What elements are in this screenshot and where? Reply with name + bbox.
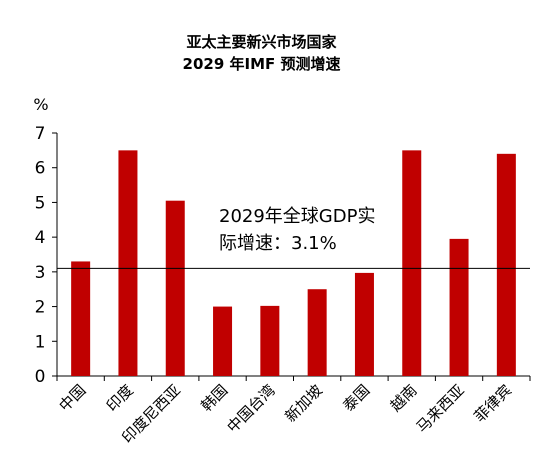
y-tick-label: 5 [35,193,46,213]
bar [402,150,422,376]
y-axis-unit-label: % [33,95,48,114]
y-tick-label: 2 [35,298,46,318]
x-tick-label: 中国 [56,381,90,415]
reference-line-label: 2029年全球GDP实 [219,206,375,227]
bars [71,150,516,376]
x-tick-label: 印度 [103,381,137,415]
x-tick-label: 越南 [387,381,421,415]
bar [449,238,469,376]
bar [354,272,374,376]
y-tick-label: 3 [35,263,46,283]
bar [496,153,516,376]
bar [307,289,327,376]
y-tick-label: 0 [35,367,46,387]
x-tick-label: 韩国 [197,381,231,415]
bar [213,306,233,376]
reference-line-label: 际增速：3.1% [219,233,337,254]
x-tick-label: 菲律宾 [471,381,516,426]
x-tick-label: 新加坡 [281,381,326,426]
chart-title-line-1: 亚太主要新兴市场国家 [186,33,337,51]
y-tick-label: 1 [35,332,46,352]
y-tick-label: 4 [35,228,46,248]
x-tick-label: 泰国 [339,381,373,415]
chart-title-line-2: 2029 年IMF 预测增速 [182,55,341,73]
bar [118,150,138,376]
x-tick-label: 马来西亚 [413,381,468,436]
y-tick-label: 7 [35,124,46,144]
bar [165,200,185,376]
y-tick-label: 6 [35,159,46,179]
bar [71,261,91,376]
x-tick-label: 中国台湾 [224,381,279,436]
bar [260,305,280,376]
